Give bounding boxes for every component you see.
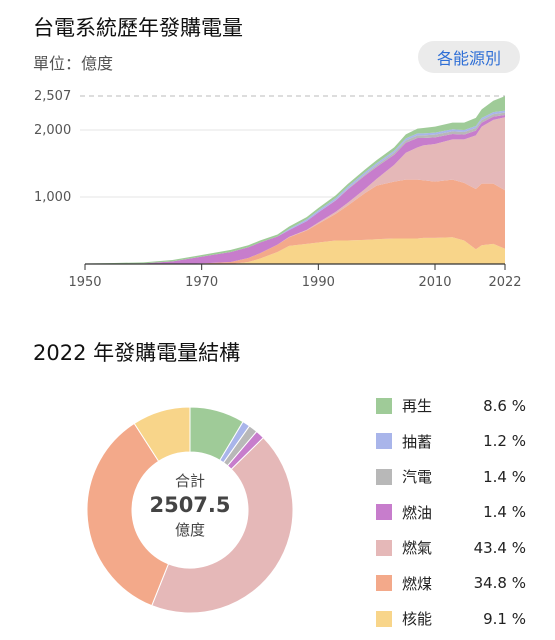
stacked-area-chart: 1,000 2,000 2,507 1950 1970 1990 2010 2022 [34,89,522,290]
donut-slice-燃煤 [86,422,170,607]
legend-percent: 1.4 % [483,467,526,486]
legend-percent: 8.6 % [483,396,526,415]
donut-center: 合計 2507.5 億度 [130,470,250,540]
legend-percent: 43.4 % [473,538,526,557]
donut-slice-核能 [133,406,191,462]
legend-item: 燃氣 43.4 % [376,530,526,566]
y-tick-label: 2,507 [34,89,71,104]
area-series-燃油 [85,114,505,264]
section-title: 2022 年發購電量結構 [33,341,241,365]
chart-title: 台電系統歷年發購電量 [33,16,243,40]
x-tick-label: 2010 [418,275,451,290]
area-series-燃煤 [85,179,505,264]
legend-label: 汽電 [402,468,433,487]
legend-percent: 9.1 % [483,609,526,628]
y-tick-label: 2,000 [34,123,71,138]
legend-label: 抽蓄 [402,432,433,451]
x-tick-label: 1970 [185,275,218,290]
legend-percent: 34.8 % [473,574,526,593]
x-tick-label: 1950 [68,275,101,290]
legend-item: 抽蓄 1.2 % [376,424,526,460]
donut-chart [86,406,294,614]
legend-swatch [376,397,392,414]
legend-swatch [376,610,392,627]
area-series-核能 [85,237,505,264]
legend-swatch [376,539,392,556]
area-series-燃氣 [85,117,505,264]
y-tick-label: 1,000 [34,190,71,205]
donut-center-label: 合計 [174,472,205,490]
donut-center-value: 2507.5 [149,493,231,517]
legend-percent: 1.2 % [483,432,526,451]
legend: 再生 8.6 % 抽蓄 1.2 % 汽電 1.4 % 燃油 1.4 % 燃氣 43.4 % 燃煤 34… [376,388,526,637]
legend-swatch [376,575,392,592]
legend-label: 燃油 [402,503,433,522]
legend-item: 燃油 1.4 % [376,495,526,531]
legend-label: 再生 [402,397,433,416]
x-tick-label: 2022 [488,275,521,290]
donut-slice-燃氣 [151,436,294,614]
energy-source-button[interactable]: 各能源別 [418,41,520,73]
legend-label: 燃煤 [402,574,433,593]
x-tick-label: 1990 [302,275,335,290]
legend-label: 燃氣 [402,539,433,558]
legend-swatch [376,433,392,450]
legend-swatch [376,468,392,485]
legend-label: 核能 [402,610,433,629]
donut-center-unit: 億度 [174,521,205,539]
legend-item: 核能 9.1 % [376,601,526,637]
legend-swatch [376,504,392,521]
legend-item: 汽電 1.4 % [376,459,526,495]
legend-item: 再生 8.6 % [376,388,526,424]
legend-percent: 1.4 % [483,503,526,522]
unit-label: 單位：億度 [33,54,114,73]
legend-item: 燃煤 34.8 % [376,566,526,602]
